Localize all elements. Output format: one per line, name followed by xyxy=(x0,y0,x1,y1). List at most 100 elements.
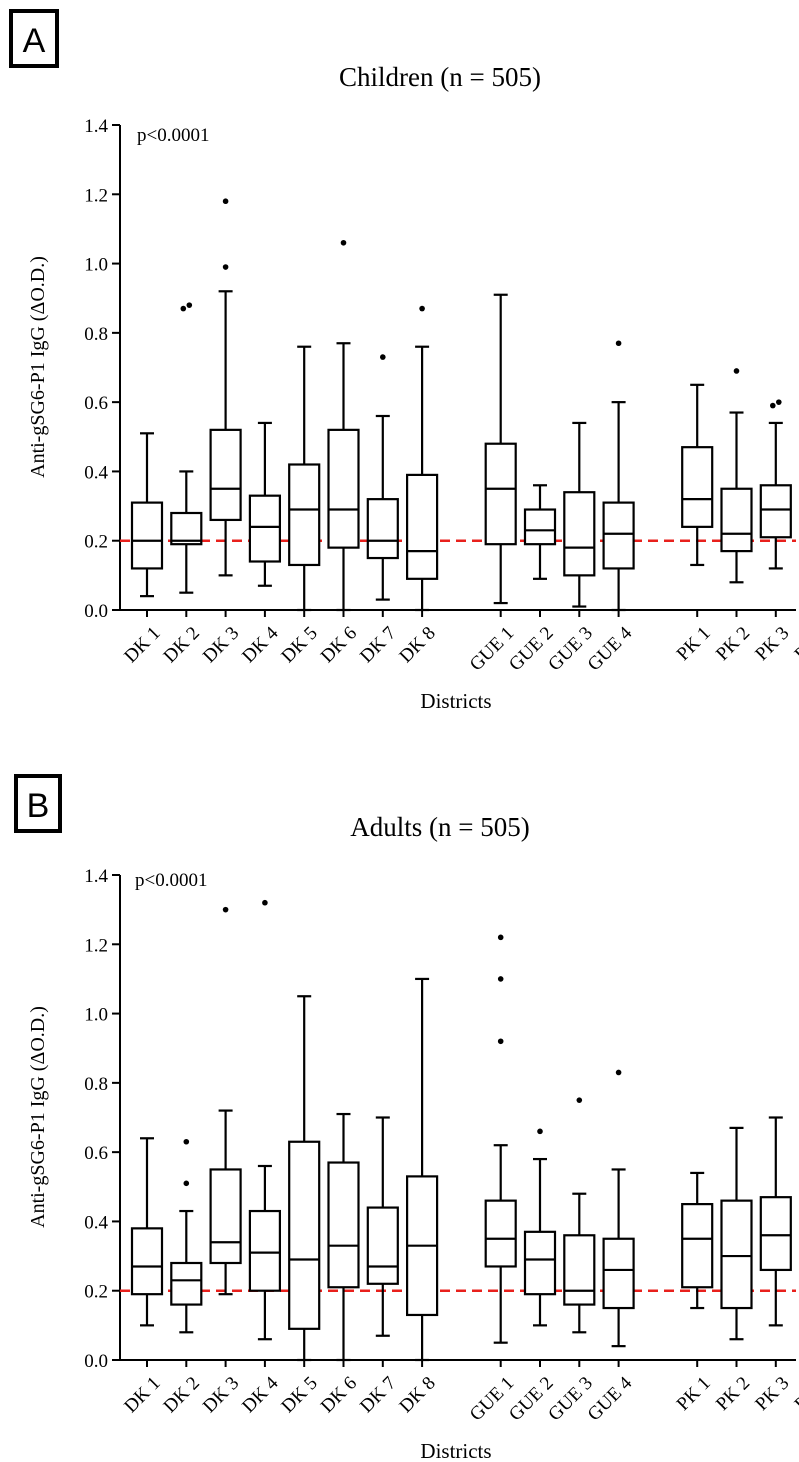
outlier-point xyxy=(180,305,187,312)
outlier-point xyxy=(222,906,229,913)
outlier-point xyxy=(497,1038,504,1045)
x-tick-label: DK 5 xyxy=(277,1373,321,1417)
iqr-box xyxy=(327,428,360,549)
x-axis-label: Districts xyxy=(420,1439,491,1462)
x-tick-label: DK 6 xyxy=(317,1373,361,1417)
x-tick-label: PK 2 xyxy=(712,623,754,665)
iqr-box xyxy=(523,1230,557,1296)
iqr-box xyxy=(759,1196,792,1272)
box-dk-8 xyxy=(406,977,439,1362)
iqr-box xyxy=(720,1199,753,1310)
box-pk-1 xyxy=(681,383,714,567)
x-tick-label: PK 2 xyxy=(712,1373,754,1415)
iqr-box xyxy=(327,1161,360,1289)
iqr-box xyxy=(602,501,635,570)
y-tick-label: 0.8 xyxy=(84,324,108,345)
outlier-point xyxy=(183,1138,190,1145)
iqr-box xyxy=(484,1199,517,1268)
box-pk-3 xyxy=(759,1116,792,1327)
box-dk-1 xyxy=(130,432,164,598)
outlier-point xyxy=(380,354,386,360)
box-dk-7 xyxy=(366,1116,399,1337)
y-tick-label: 1.0 xyxy=(84,255,108,276)
box-pk-2 xyxy=(720,1126,753,1341)
iqr-box xyxy=(563,1234,596,1306)
box-dk-2 xyxy=(170,302,203,594)
iqr-box xyxy=(563,491,596,577)
y-tick-label: 1.4 xyxy=(84,866,108,887)
box-pk-3 xyxy=(759,399,792,570)
box-gue-3 xyxy=(563,421,596,608)
p-value-annotation: p<0.0001 xyxy=(135,870,207,891)
iqr-box xyxy=(130,1227,164,1296)
outlier-point xyxy=(576,1097,583,1103)
x-axis-label: Districts xyxy=(420,689,491,713)
iqr-box xyxy=(170,511,203,546)
iqr-box xyxy=(681,446,714,528)
plot-area: 0.0 0.2 0.4 0.6 0.8 1.0 1.2 1.4 DK 1DK 2DK 3DK 4… xyxy=(84,116,799,675)
outlier-point xyxy=(222,264,229,270)
iqr-box xyxy=(681,1203,714,1289)
box-dk-4 xyxy=(248,421,281,587)
box-gue-3 xyxy=(563,1097,596,1334)
x-tick-label: DK 2 xyxy=(160,1373,204,1417)
x-tick-label: PK 3 xyxy=(751,1373,793,1415)
panel-b: B Adults (n = 505) p<0.0001 Anti-gSG6-P1… xyxy=(14,774,799,1462)
iqr-box xyxy=(523,508,557,546)
x-tick-label: GUE 3 xyxy=(544,623,597,676)
iqr-box xyxy=(209,428,242,522)
iqr-box xyxy=(366,1206,399,1285)
y-tick-label: 0.0 xyxy=(84,1351,108,1372)
iqr-box xyxy=(602,1237,635,1310)
x-tick-label: DK 4 xyxy=(238,1372,283,1417)
outlier-point xyxy=(770,402,776,409)
panel-letter: B xyxy=(27,787,50,825)
x-tick-label: DK 1 xyxy=(120,1373,164,1417)
panel-letter-box xyxy=(14,774,62,833)
y-axis-label: Anti-gSG6-P1 IgG (ΔO.D.) xyxy=(27,256,49,478)
y-tick-label: 1.2 xyxy=(84,185,108,206)
box-dk-6 xyxy=(327,239,360,612)
iqr-box xyxy=(288,1140,321,1330)
chart-title: Adults (n = 505) xyxy=(350,812,529,842)
y-tick-label: 0.2 xyxy=(84,1282,108,1303)
y-tick-label: 0.0 xyxy=(84,601,108,622)
panel-letter: A xyxy=(23,22,46,60)
x-tick-label: PK 4 xyxy=(791,1372,799,1414)
x-tick-label: DK 6 xyxy=(317,623,361,667)
panel-a: A Children (n = 505) p<0.0001 Anti-gSG6-… xyxy=(9,9,799,713)
outlier-point xyxy=(183,1180,190,1187)
iqr-box xyxy=(759,484,792,539)
x-tick-label: DK 2 xyxy=(160,623,204,667)
outlier-point xyxy=(419,305,425,312)
iqr-box xyxy=(366,498,399,560)
box-dk-2 xyxy=(170,1138,203,1334)
outlier-point xyxy=(615,340,622,347)
x-tick-label: GUE 3 xyxy=(544,1373,597,1426)
y-tick-label: 0.8 xyxy=(84,1074,108,1095)
x-tick-label: DK 8 xyxy=(395,623,439,667)
box-dk-1 xyxy=(130,1137,164,1327)
box-dk-8 xyxy=(406,305,439,612)
outlier-point xyxy=(776,399,782,405)
box-gue-2 xyxy=(523,484,557,580)
y-tick-label: 0.6 xyxy=(84,1143,108,1164)
chart-title: Children (n = 505) xyxy=(339,62,541,92)
x-tick-label: DK 3 xyxy=(199,1373,243,1417)
outlier-point xyxy=(615,1069,622,1076)
x-tick-label: GUE 2 xyxy=(505,1373,558,1426)
box-pk-1 xyxy=(681,1171,714,1310)
iqr-box xyxy=(288,463,321,567)
box-pk-2 xyxy=(720,368,753,584)
box-dk-5 xyxy=(288,995,321,1362)
p-value-annotation: p<0.0001 xyxy=(137,125,209,146)
x-tick-label: DK 1 xyxy=(120,623,164,667)
panel-letter-box xyxy=(9,9,59,68)
box-dk-3 xyxy=(209,906,242,1296)
x-tick-label: GUE 1 xyxy=(466,623,519,676)
iqr-box xyxy=(209,1168,242,1265)
outlier-point xyxy=(222,198,229,205)
x-tick-label: GUE 2 xyxy=(505,623,558,676)
iqr-box xyxy=(248,1209,281,1292)
x-tick-label: DK 3 xyxy=(199,623,243,667)
